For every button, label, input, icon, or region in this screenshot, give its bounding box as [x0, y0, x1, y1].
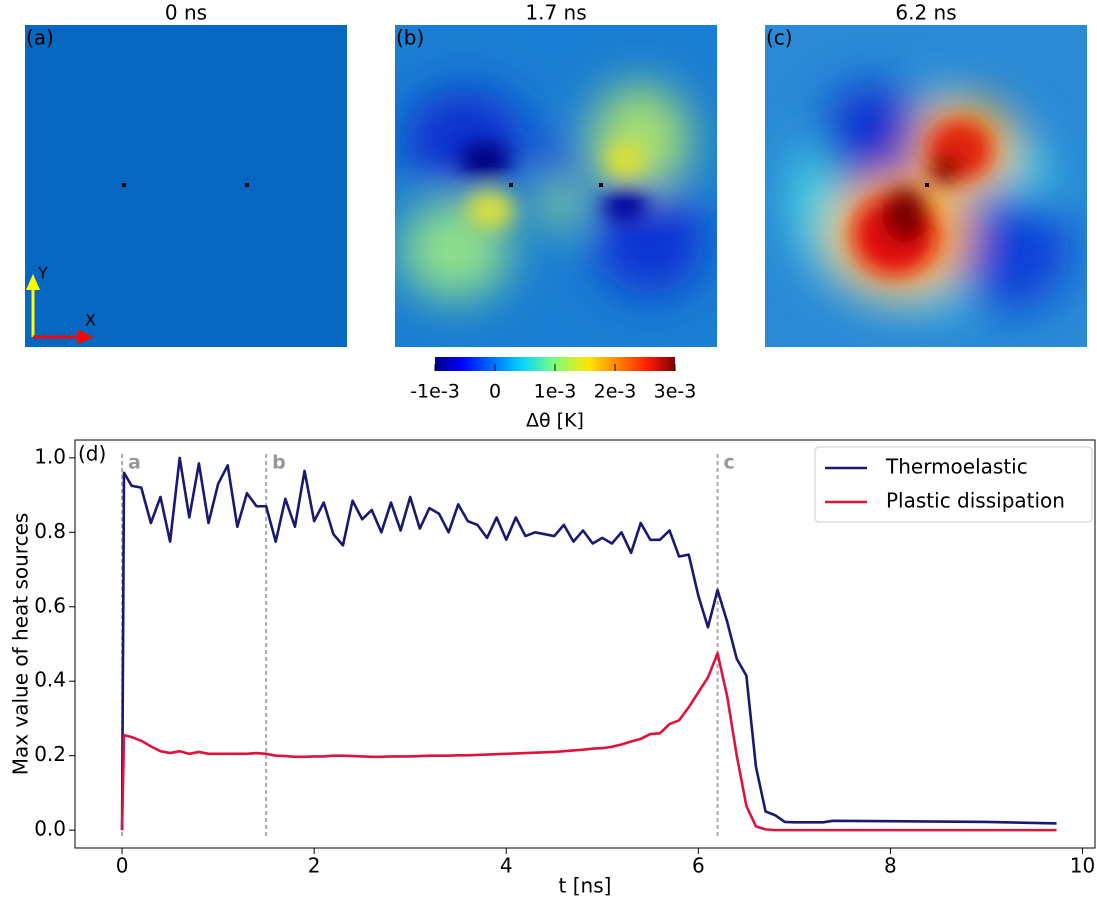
panel-title: 1.7 ns [525, 1, 586, 25]
x-arrow-head [78, 330, 94, 344]
defect [245, 183, 249, 187]
defect [122, 183, 126, 187]
colorbar-tick-label: 3e-3 [654, 381, 697, 403]
colorbar-label: Δθ [K] [526, 410, 584, 432]
y-arrow-head [26, 274, 40, 290]
y-tick-label: 0.0 [34, 817, 66, 841]
y-arrow-label: Y [37, 264, 48, 283]
y-tick-label: 0.8 [34, 519, 66, 543]
heatmap-c [765, 25, 1087, 347]
series-line [120, 456, 1057, 831]
panel-label: (b) [396, 26, 424, 50]
colorbar-tick-label: 2e-3 [594, 381, 637, 403]
panel-label: (c) [766, 26, 793, 50]
x-tick-label: 10 [1070, 854, 1095, 878]
legend-label: Thermoelastic [885, 455, 1028, 479]
y-tick-label: 0.4 [34, 668, 66, 692]
heatmap-a [25, 25, 347, 347]
panel-label: (d) [78, 442, 106, 466]
x-axis-label: t [ns] [559, 874, 612, 898]
y-tick-label: 1.0 [34, 444, 66, 468]
legend-box [814, 446, 1093, 523]
legend-label: Plastic dissipation [886, 489, 1065, 513]
x-tick-label: 4 [500, 854, 513, 878]
annotation-label: c [724, 452, 735, 474]
y-axis-label: Max value of heat sources [9, 513, 33, 776]
panel-label: (a) [26, 26, 54, 50]
y-tick-label: 0.6 [34, 593, 66, 617]
annotation-label: b [272, 452, 286, 474]
colorbar-tick-label: -1e-3 [410, 381, 460, 403]
annotation-label: a [128, 452, 141, 474]
colorbar-tick-label: 0 [489, 381, 501, 403]
x-tick-label: 2 [308, 854, 321, 878]
colorbar-tick-label: 1e-3 [534, 381, 577, 403]
panel-title: 6.2 ns [895, 1, 956, 25]
plot-frame [74, 439, 1096, 849]
heatmap-b [395, 25, 717, 347]
x-tick-label: 0 [116, 854, 129, 878]
x-tick-label: 8 [884, 854, 897, 878]
y-tick-label: 0.2 [34, 742, 66, 766]
x-arrow-label: X [85, 311, 96, 330]
x-tick-label: 6 [692, 854, 705, 878]
panel-title: 0 ns [165, 1, 207, 25]
series-line [120, 652, 1057, 832]
